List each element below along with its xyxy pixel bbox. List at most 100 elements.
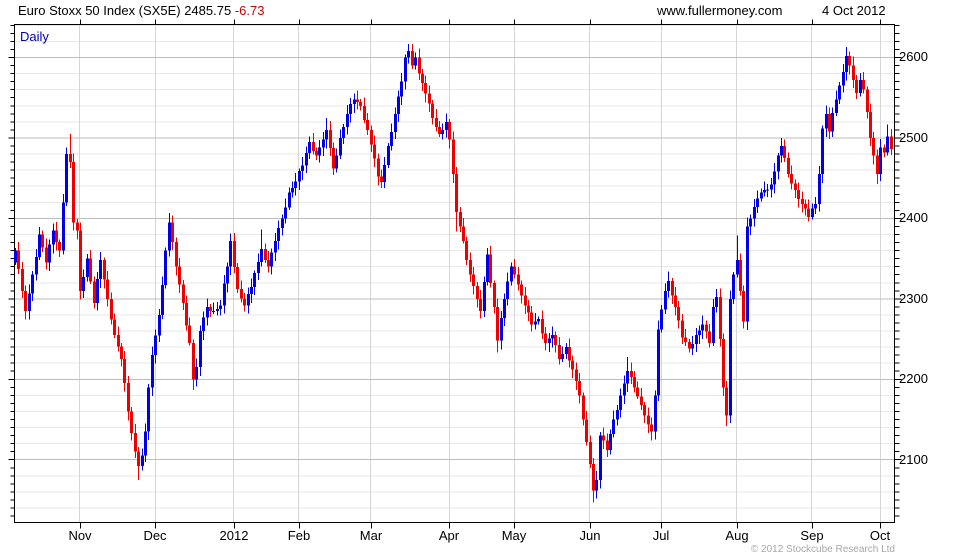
candle-up xyxy=(247,293,250,306)
candle-up xyxy=(154,335,157,356)
candle-up xyxy=(195,367,198,380)
candle-down xyxy=(520,284,523,296)
candle-down xyxy=(455,174,458,212)
candle-up xyxy=(414,57,417,66)
candle-down xyxy=(117,335,120,347)
header-title-row: Euro Stoxx 50 Index (SX5E) 2485.75 -6.73 xyxy=(18,3,264,18)
candle-up xyxy=(390,132,393,146)
candle-up xyxy=(144,431,147,456)
candle-down xyxy=(123,359,126,384)
candle-down xyxy=(236,266,239,290)
candle-down xyxy=(719,297,722,340)
candle-up xyxy=(86,258,89,277)
candle-up xyxy=(349,104,352,114)
candle-down xyxy=(332,147,335,169)
candle-down xyxy=(103,260,106,280)
candle-up xyxy=(161,285,164,315)
candle-down xyxy=(240,289,243,299)
candle-down xyxy=(633,376,636,388)
candle-up xyxy=(612,419,615,435)
candle-up xyxy=(609,434,612,451)
candle-up xyxy=(749,218,752,227)
candle-up xyxy=(216,308,219,311)
candle-up xyxy=(657,329,660,396)
candle-up xyxy=(65,154,68,203)
candle-down xyxy=(267,259,270,267)
candle-down xyxy=(370,129,373,145)
candle-down xyxy=(469,260,472,275)
candle-up xyxy=(845,55,848,72)
candle-down xyxy=(363,105,366,121)
candle-down xyxy=(79,230,82,291)
candle-down xyxy=(493,283,496,307)
candle-up xyxy=(404,57,407,82)
candle-down xyxy=(742,290,745,322)
candle-up xyxy=(736,260,739,275)
candle-up xyxy=(835,99,838,114)
y-axis-label: 2300 xyxy=(899,290,928,306)
candle-down xyxy=(677,306,680,321)
candle-up xyxy=(619,395,622,410)
candle-up xyxy=(253,273,256,287)
candle-down xyxy=(17,250,20,269)
candle-up xyxy=(441,129,444,134)
candle-down xyxy=(264,248,267,260)
price-change: -6.73 xyxy=(234,3,265,18)
candle-down xyxy=(852,65,855,81)
y-axis-label: 2100 xyxy=(899,451,928,467)
candle-down xyxy=(106,279,109,299)
candle-up xyxy=(842,71,845,86)
candle-down xyxy=(544,333,547,344)
x-axis-label: Sep xyxy=(800,528,824,543)
candle-down xyxy=(315,151,318,156)
candle-down xyxy=(178,266,181,285)
candle-up xyxy=(595,479,598,491)
date-label: 4 Oct 2012 xyxy=(822,3,886,18)
candle-up xyxy=(206,306,209,318)
x-axis-label: Dec xyxy=(143,528,167,543)
candle-down xyxy=(421,73,424,84)
candle-up xyxy=(35,256,38,275)
candle-up xyxy=(483,282,486,311)
candle-down xyxy=(424,83,427,94)
candle-down xyxy=(69,154,72,163)
y-axis-label: 2400 xyxy=(899,210,928,226)
x-axis-label: May xyxy=(501,528,527,543)
y-axis-label: 2200 xyxy=(899,371,928,387)
candle-up xyxy=(158,314,161,336)
candle-up xyxy=(305,152,308,166)
candle-down xyxy=(558,344,561,360)
candle-down xyxy=(476,285,479,299)
candle-up xyxy=(346,113,349,127)
candle-up xyxy=(250,286,253,294)
candle-down xyxy=(93,281,96,303)
x-axis-label: Apr xyxy=(438,528,460,543)
candle-down xyxy=(76,222,79,231)
candle-down xyxy=(804,203,807,209)
candle-up xyxy=(537,318,540,322)
candle-down xyxy=(602,435,605,441)
candle-down xyxy=(708,331,711,344)
candle-up xyxy=(277,227,280,241)
candle-down xyxy=(489,254,492,284)
candle-up xyxy=(760,192,763,199)
candle-down xyxy=(876,155,879,175)
candle-down xyxy=(192,343,195,380)
x-axis-label: Jun xyxy=(579,528,601,543)
candle-down xyxy=(647,415,650,425)
candle-down xyxy=(872,137,875,156)
candle-up xyxy=(257,262,260,274)
candle-up xyxy=(407,51,410,58)
candle-down xyxy=(725,387,728,416)
candle-down xyxy=(312,141,315,152)
candle-up xyxy=(151,355,154,388)
candle-down xyxy=(233,240,236,267)
candle-down xyxy=(110,298,113,320)
candle-up xyxy=(626,371,629,384)
candle-down xyxy=(134,432,137,452)
candle-down xyxy=(496,306,499,341)
candle-up xyxy=(763,190,766,193)
candle-up xyxy=(506,281,509,299)
candle-down xyxy=(21,268,24,291)
candle-down xyxy=(643,405,646,416)
